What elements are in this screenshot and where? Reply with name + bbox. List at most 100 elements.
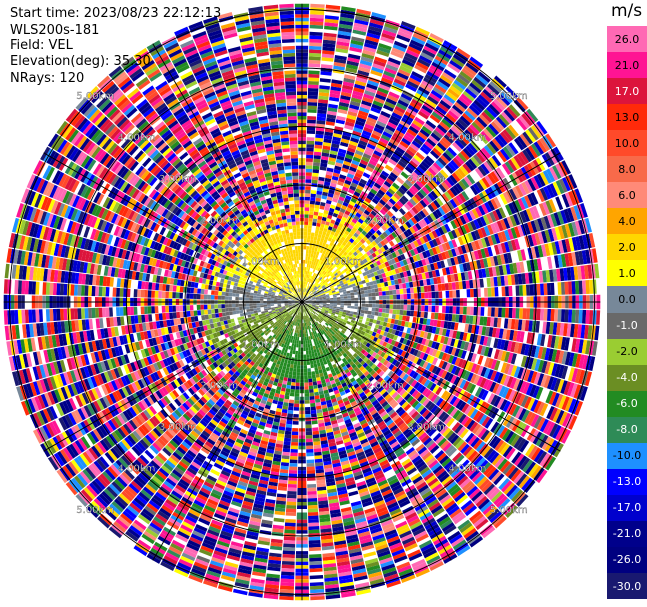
velocity-gate bbox=[364, 149, 373, 157]
velocity-gate bbox=[384, 101, 396, 109]
velocity-gate bbox=[326, 274, 330, 278]
velocity-gate bbox=[307, 98, 318, 103]
velocity-gate bbox=[403, 151, 413, 160]
velocity-gate bbox=[361, 293, 365, 298]
velocity-gate bbox=[291, 442, 298, 446]
velocity-gate bbox=[416, 166, 425, 175]
velocity-gate bbox=[380, 110, 391, 119]
velocity-gate bbox=[364, 42, 378, 50]
velocity-gate bbox=[397, 160, 407, 169]
velocity-gate bbox=[302, 330, 305, 334]
velocity-gate bbox=[365, 146, 375, 153]
velocity-gate bbox=[316, 259, 320, 264]
velocity-gate bbox=[329, 234, 334, 239]
velocity-gate bbox=[327, 270, 331, 274]
velocity-gate bbox=[306, 249, 309, 254]
velocity-gate bbox=[307, 343, 311, 348]
velocity-gate bbox=[322, 145, 331, 151]
velocity-gate bbox=[411, 185, 419, 193]
velocity-gate bbox=[371, 103, 383, 111]
velocity-gate bbox=[365, 35, 380, 43]
velocity-gate bbox=[469, 56, 484, 68]
velocity-gate bbox=[362, 153, 372, 160]
velocity-gate bbox=[284, 430, 292, 435]
velocity-gate bbox=[321, 155, 329, 161]
velocity-gate bbox=[358, 66, 371, 73]
velocity-gate bbox=[405, 148, 415, 157]
velocity-gate bbox=[388, 118, 399, 126]
velocity-gate bbox=[326, 199, 332, 205]
velocity-gate bbox=[561, 309, 566, 323]
velocity-gate bbox=[309, 246, 313, 251]
velocity-gate bbox=[487, 287, 492, 297]
velocity-gate bbox=[445, 290, 450, 298]
velocity-gate bbox=[448, 282, 453, 291]
velocity-gate bbox=[320, 202, 326, 207]
velocity-gate bbox=[571, 281, 576, 295]
velocity-gate bbox=[285, 366, 290, 371]
velocity-gate bbox=[408, 42, 423, 52]
velocity-gate bbox=[306, 289, 309, 293]
velocity-gate bbox=[305, 288, 308, 293]
velocity-gate bbox=[308, 543, 321, 548]
velocity-gate bbox=[453, 79, 467, 90]
velocity-gate bbox=[396, 200, 404, 208]
velocity-gate bbox=[310, 264, 313, 269]
velocity-gate bbox=[347, 53, 361, 60]
velocity-gate bbox=[308, 346, 311, 351]
velocity-gate bbox=[406, 128, 417, 137]
velocity-gate bbox=[404, 179, 413, 188]
velocity-gate bbox=[326, 298, 330, 300]
velocity-gate bbox=[395, 284, 400, 290]
velocity-gate bbox=[359, 136, 369, 143]
velocity-gate bbox=[337, 151, 346, 158]
velocity-gate bbox=[323, 239, 328, 244]
velocity-gate bbox=[296, 340, 299, 344]
velocity-gate bbox=[311, 289, 315, 293]
velocity-gate bbox=[307, 484, 317, 488]
velocity-gate bbox=[349, 185, 357, 191]
velocity-gate bbox=[409, 74, 423, 83]
velocity-gate bbox=[323, 138, 332, 144]
velocity-gate bbox=[283, 543, 296, 548]
velocity-gate bbox=[318, 99, 329, 104]
velocity-gate bbox=[332, 172, 340, 178]
velocity-gate bbox=[352, 90, 364, 97]
velocity-gate bbox=[304, 296, 307, 300]
velocity-gate bbox=[438, 77, 451, 88]
velocity-gate bbox=[309, 24, 324, 29]
velocity-gate bbox=[366, 285, 371, 290]
velocity-gate bbox=[371, 12, 387, 20]
velocity-gate bbox=[346, 64, 358, 70]
velocity-gate bbox=[368, 293, 372, 297]
velocity-gate bbox=[372, 225, 379, 232]
velocity-gate bbox=[322, 266, 326, 271]
velocity-gate bbox=[314, 144, 323, 149]
velocity-gate bbox=[304, 228, 308, 232]
velocity-gate bbox=[280, 578, 295, 583]
velocity-gate bbox=[309, 392, 315, 397]
velocity-gate bbox=[336, 41, 350, 47]
velocity-gate bbox=[379, 137, 389, 145]
velocity-gate bbox=[329, 297, 334, 300]
velocity-gate bbox=[306, 470, 316, 474]
velocity-gate bbox=[347, 57, 360, 63]
velocity-gate bbox=[443, 94, 456, 104]
velocity-gate bbox=[368, 159, 378, 167]
velocity-gate bbox=[381, 183, 390, 191]
velocity-gate bbox=[378, 43, 392, 51]
velocity-gate bbox=[457, 118, 469, 129]
velocity-gate bbox=[380, 134, 391, 142]
velocity-gate bbox=[410, 305, 415, 311]
velocity-gate bbox=[449, 306, 453, 314]
velocity-gate bbox=[462, 112, 474, 124]
velocity-gate bbox=[310, 232, 315, 237]
velocity-gate bbox=[425, 98, 437, 108]
velocity-gate bbox=[447, 110, 459, 121]
velocity-gate bbox=[357, 218, 364, 224]
velocity-gate bbox=[325, 174, 333, 180]
velocity-gate bbox=[283, 540, 296, 545]
velocity-gate bbox=[432, 147, 442, 157]
velocity-gate bbox=[299, 333, 302, 338]
velocity-gate bbox=[291, 343, 295, 347]
